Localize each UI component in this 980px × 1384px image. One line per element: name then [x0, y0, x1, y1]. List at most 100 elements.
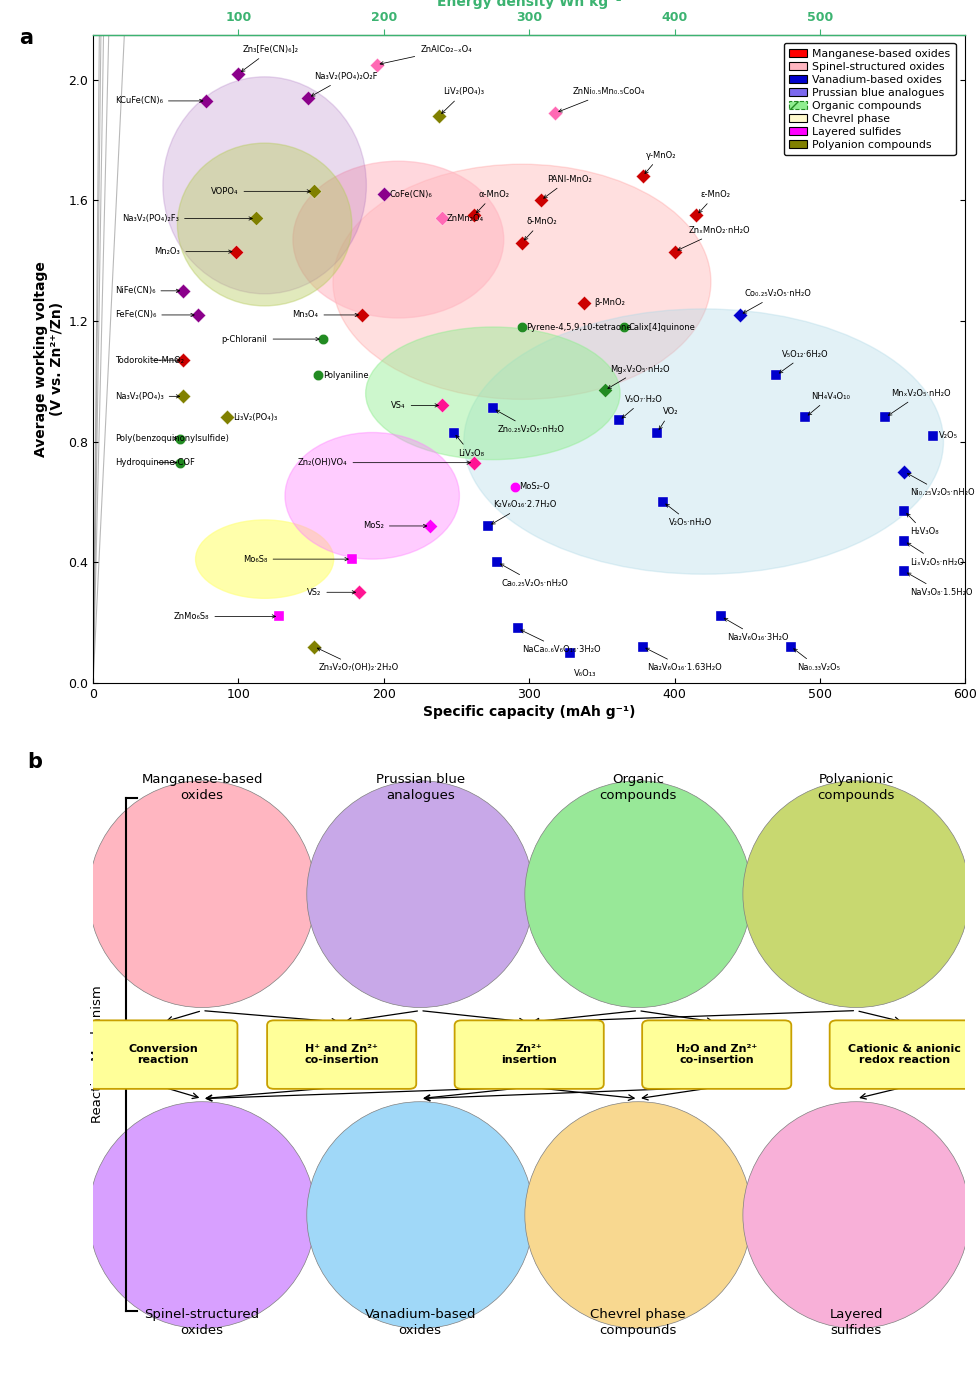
Ellipse shape: [333, 165, 710, 400]
Text: H⁺ and Zn²⁺
co-insertion: H⁺ and Zn²⁺ co-insertion: [305, 1044, 379, 1066]
Text: Vanadium-based
oxides: Vanadium-based oxides: [365, 1308, 476, 1337]
Point: [368, 54, 384, 76]
Text: NiFe(CN)₆: NiFe(CN)₆: [115, 286, 179, 295]
Text: a: a: [19, 28, 33, 48]
Text: Zn₃V₂O₇(OH)₂·2H₂O: Zn₃V₂O₇(OH)₂·2H₂O: [318, 648, 399, 673]
Text: Mn₂O₃: Mn₂O₃: [155, 248, 232, 256]
Text: Li₃V₂(PO₄)₃: Li₃V₂(PO₄)₃: [232, 412, 277, 422]
Point: [175, 385, 191, 407]
Text: CoFe(CN)₆: CoFe(CN)₆: [390, 190, 432, 199]
Point: [306, 180, 321, 202]
Text: V₆O₁₃: V₆O₁₃: [574, 670, 597, 678]
Text: p-Chloranil: p-Chloranil: [221, 335, 319, 343]
X-axis label: Energy density Wh kg⁻¹: Energy density Wh kg⁻¹: [437, 0, 621, 8]
Text: Ni₀.₂₅V₂O₅·nH₂O: Ni₀.₂₅V₂O₅·nH₂O: [907, 473, 975, 497]
Point: [311, 364, 326, 386]
Ellipse shape: [89, 1102, 316, 1329]
Point: [190, 304, 206, 327]
Text: VO₂: VO₂: [660, 407, 678, 429]
Point: [271, 605, 287, 627]
Ellipse shape: [743, 1102, 969, 1329]
Text: MoS₂-O: MoS₂-O: [519, 482, 550, 491]
Point: [597, 379, 612, 401]
Text: b: b: [27, 752, 43, 772]
Text: H₂O and Zn²⁺
co-insertion: H₂O and Zn²⁺ co-insertion: [676, 1044, 758, 1066]
Point: [533, 190, 549, 212]
Point: [175, 280, 191, 302]
Point: [354, 304, 369, 327]
Text: ZnMo₆S₈: ZnMo₆S₈: [173, 612, 275, 621]
Text: β-MnO₂: β-MnO₂: [595, 299, 625, 307]
Text: VOPO₄: VOPO₄: [211, 187, 311, 197]
Point: [897, 461, 912, 483]
Point: [172, 428, 188, 450]
Text: MnₓV₂O₅·nH₂O: MnₓV₂O₅·nH₂O: [888, 389, 951, 415]
Ellipse shape: [307, 1102, 533, 1329]
Text: α-MnO₂: α-MnO₂: [476, 190, 510, 213]
Point: [798, 407, 813, 429]
Text: Reaction Mechanism: Reaction Mechanism: [91, 985, 104, 1124]
Text: Na₃V₂(PO₄)₃: Na₃V₂(PO₄)₃: [115, 392, 179, 401]
Ellipse shape: [285, 433, 460, 559]
Text: ε-MnO₂: ε-MnO₂: [699, 190, 731, 213]
Point: [172, 451, 188, 473]
Point: [431, 105, 447, 127]
Point: [650, 422, 665, 444]
Text: KCuFe(CN)₆: KCuFe(CN)₆: [115, 97, 203, 105]
Point: [689, 205, 705, 227]
Point: [466, 205, 482, 227]
Text: PANI-MnO₂: PANI-MnO₂: [544, 174, 591, 198]
Point: [301, 87, 317, 109]
Point: [768, 364, 784, 386]
Ellipse shape: [366, 327, 620, 459]
Text: Pyrene-4,5,9,10-tetraone: Pyrene-4,5,9,10-tetraone: [526, 322, 632, 332]
Text: MgₓV₂O₅·nH₂O: MgₓV₂O₅·nH₂O: [608, 365, 670, 389]
Point: [306, 635, 321, 657]
Ellipse shape: [196, 520, 333, 598]
Text: VS₂: VS₂: [307, 588, 356, 597]
Point: [485, 397, 501, 419]
Text: VS₄: VS₄: [391, 401, 438, 410]
Text: ZnₓMnO₂·nH₂O: ZnₓMnO₂·nH₂O: [678, 226, 751, 251]
Point: [376, 183, 392, 205]
Point: [635, 635, 651, 657]
Text: Mo₆S₈: Mo₆S₈: [243, 555, 348, 563]
Point: [434, 394, 450, 417]
Text: MoS₂: MoS₂: [363, 522, 426, 530]
Point: [732, 304, 748, 327]
Point: [666, 241, 682, 263]
Point: [612, 410, 627, 432]
Text: Co₀.₂₅V₂O₅·nH₂O: Co₀.₂₅V₂O₅·nH₂O: [743, 289, 811, 313]
Point: [351, 581, 367, 603]
Text: Spinel-structured
oxides: Spinel-structured oxides: [145, 1308, 260, 1337]
Ellipse shape: [464, 309, 944, 574]
Text: Prussian blue
analogues: Prussian blue analogues: [375, 772, 465, 801]
Text: V₃O₇·H₂O: V₃O₇·H₂O: [622, 394, 663, 418]
Point: [563, 642, 578, 664]
Text: V₂O₅·nH₂O: V₂O₅·nH₂O: [665, 504, 712, 527]
Point: [422, 515, 438, 537]
Text: ZnMn₂O₄: ZnMn₂O₄: [446, 215, 483, 223]
Point: [227, 241, 243, 263]
Point: [507, 476, 522, 498]
Text: δ-MnO₂: δ-MnO₂: [524, 217, 557, 239]
Ellipse shape: [89, 781, 316, 1008]
Text: Zn²⁺
insertion: Zn²⁺ insertion: [502, 1044, 557, 1066]
Point: [248, 208, 264, 230]
Point: [548, 102, 564, 125]
Text: Mn₃O₄: Mn₃O₄: [292, 310, 359, 320]
Text: Na₃V₂(PO₄)₂F₃: Na₃V₂(PO₄)₂F₃: [122, 215, 252, 223]
Text: NaV₃O₈·1.5H₂O: NaV₃O₈·1.5H₂O: [907, 573, 972, 597]
Ellipse shape: [177, 143, 352, 306]
Text: Polyaniline: Polyaniline: [322, 371, 368, 379]
Text: γ-MnO₂: γ-MnO₂: [645, 151, 676, 173]
Text: Poly(benzoquinonylsulfide): Poly(benzoquinonylsulfide): [115, 435, 228, 443]
Point: [315, 328, 330, 350]
Text: Hydroquinone-COF: Hydroquinone-COF: [115, 458, 195, 468]
Text: H₂V₃O₈: H₂V₃O₈: [906, 513, 939, 537]
Point: [514, 231, 530, 253]
Ellipse shape: [743, 781, 969, 1008]
X-axis label: Specific capacity (mAh g⁻¹): Specific capacity (mAh g⁻¹): [423, 704, 635, 718]
Text: Cationic & anionic
redox reaction: Cationic & anionic redox reaction: [848, 1044, 960, 1066]
Text: V₅O₁₂·6H₂O: V₅O₁₂·6H₂O: [779, 350, 829, 374]
